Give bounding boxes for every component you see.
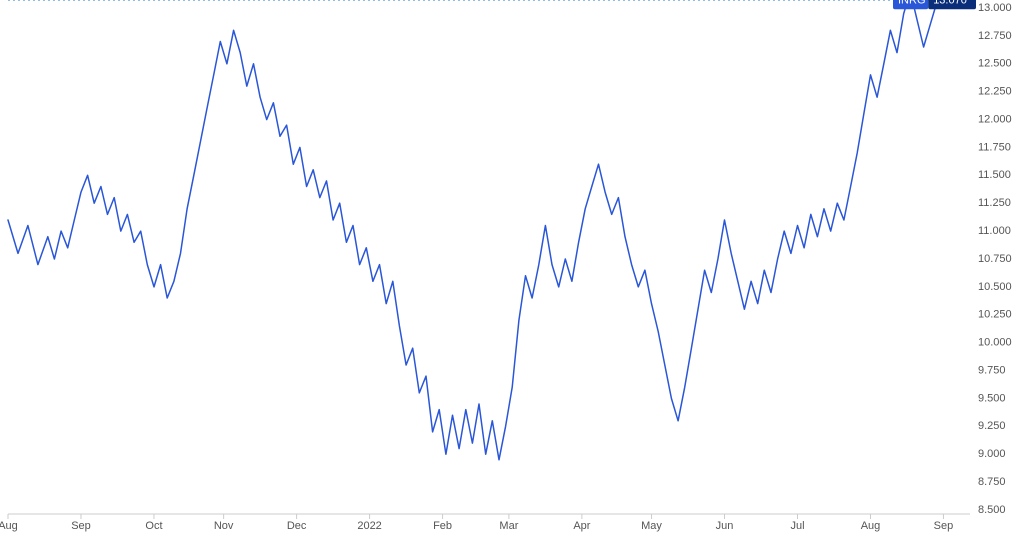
- x-tick-label: Aug: [0, 520, 18, 532]
- y-tick-label: 11.250: [978, 197, 1011, 209]
- y-tick-label: 10.250: [978, 309, 1012, 321]
- x-tick-label: Apr: [573, 520, 590, 532]
- y-tick-label: 12.000: [978, 113, 1012, 125]
- x-tick-label: Feb: [433, 520, 452, 532]
- x-tick-label: Sep: [934, 520, 954, 532]
- y-tick-label: 12.500: [978, 58, 1012, 70]
- x-tick-label: Aug: [861, 520, 881, 532]
- y-tick-label: 9.250: [978, 420, 1006, 432]
- y-tick-label: 13.000: [978, 2, 1012, 14]
- y-tick-label: 10.500: [978, 281, 1012, 293]
- x-tick-label: Sep: [71, 520, 91, 532]
- y-tick-label: 11.000: [978, 225, 1011, 237]
- y-tick-label: 9.500: [978, 392, 1006, 404]
- y-tick-label: 8.500: [978, 504, 1006, 516]
- y-tick-label: 12.750: [978, 30, 1012, 42]
- chart-canvas[interactable]: 8.500 8.750 9.000 9.250 9.500 9.750 10.000 10.2…: [0, 0, 1024, 545]
- x-tick-label: May: [641, 520, 662, 532]
- x-tick-label: Nov: [214, 520, 234, 532]
- x-tick-label: 2022: [357, 520, 381, 532]
- y-tick-label: 11.750: [978, 141, 1011, 153]
- y-tick-label: 11.500: [978, 169, 1011, 181]
- y-tick-label: 8.750: [978, 476, 1006, 488]
- price-badge: INRG 13.070: [893, 0, 976, 9]
- x-tick-label: Dec: [287, 520, 307, 532]
- y-tick-label: 12.250: [978, 86, 1012, 98]
- y-tick-label: 9.750: [978, 364, 1006, 376]
- x-tick-label: Mar: [499, 520, 518, 532]
- x-tick-label: Jun: [716, 520, 734, 532]
- y-tick-label: 10.750: [978, 253, 1012, 265]
- price-chart[interactable]: 8.500 8.750 9.000 9.250 9.500 9.750 10.000 10.2…: [0, 0, 1024, 545]
- x-tick-label: Oct: [145, 520, 162, 532]
- x-tick-label: Jul: [790, 520, 804, 532]
- y-tick-label: 10.000: [978, 337, 1012, 349]
- badge-price-text: 13.070: [933, 0, 967, 7]
- badge-ticker-text: INRG: [898, 0, 926, 7]
- chart-bg: [0, 0, 1024, 545]
- y-tick-label: 9.000: [978, 448, 1006, 460]
